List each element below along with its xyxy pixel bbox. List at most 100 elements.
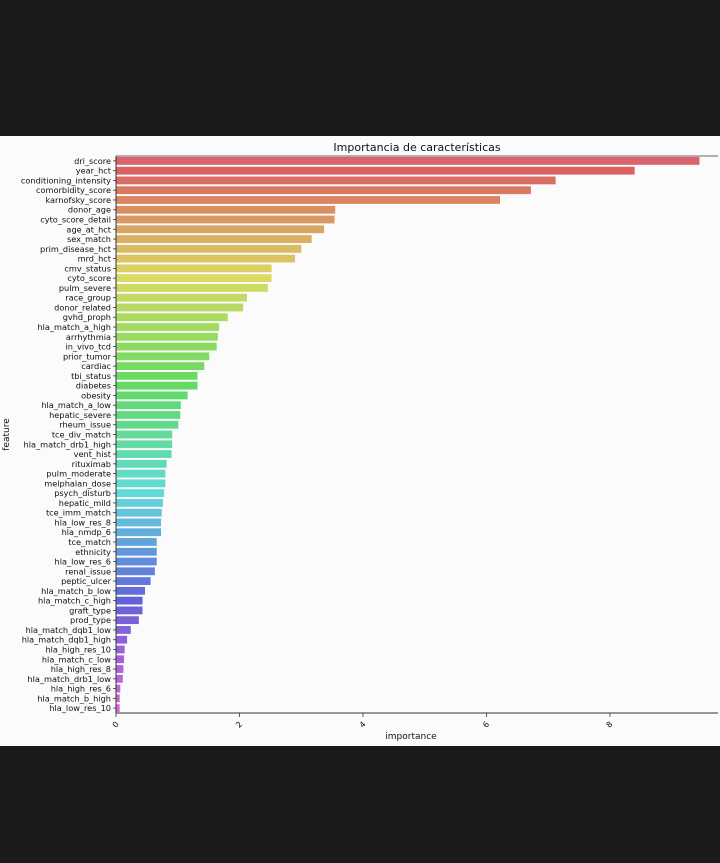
y-tick-label-tce_match: tce_match: [68, 537, 111, 547]
bar-hla_match_b_high: [116, 694, 120, 703]
y-tick-label-hepatic_mild: hepatic_mild: [59, 498, 111, 508]
y-tick-label-hla_high_res_8: hla_high_res_8: [51, 664, 111, 674]
y-tick-label-vent_hist: vent_hist: [74, 449, 112, 459]
y-tick-label-hla_match_c_low: hla_match_c_low: [42, 654, 111, 664]
y-axis-label: feature: [2, 418, 12, 451]
bar-tce_match: [116, 538, 157, 546]
bar-tce_imm_match: [116, 508, 162, 517]
y-tick-label-prior_tumor: prior_tumor: [63, 351, 112, 361]
y-tick-label-hepatic_severe: hepatic_severe: [49, 410, 111, 420]
bar-prod_type: [116, 616, 139, 625]
bar-graft_type: [116, 606, 143, 615]
bar-tce_div_match: [116, 430, 173, 439]
chart-title: Importancia de características: [333, 141, 500, 154]
chart-figure: dri_score year_hct conditioning_intensity c…: [0, 136, 720, 746]
bar-hla_high_res_6: [116, 684, 121, 693]
bar-diabetes: [116, 381, 198, 390]
bar-hla_high_res_10: [116, 645, 125, 654]
y-tick-label-arrhythmia: arrhythmia: [66, 332, 111, 342]
bar-mrd_hct: [116, 254, 296, 263]
feature-importance-chart: dri_scoreyear_hctconditioning_intensityc…: [2, 141, 718, 742]
y-tick-label-rituximab: rituximab: [72, 459, 111, 469]
bar-cardiac: [116, 362, 205, 371]
y-tick-label-mrd_hct: mrd_hct: [78, 254, 112, 264]
x-tick-label-6: 6: [481, 720, 491, 730]
x-ticks: 0 2 4 6 8: [111, 713, 615, 730]
bar-obesity: [116, 391, 188, 400]
y-tick-label-karnofsky_score: karnofsky_score: [45, 195, 111, 205]
bar-hla_match_a_high: [116, 323, 220, 331]
y-tick-label-ethnicity: ethnicity: [75, 547, 111, 557]
bar-vent_hist: [116, 450, 172, 458]
x-tick-label-0: 0: [111, 720, 121, 730]
bar-hla_low_res_8: [116, 518, 162, 527]
y-tick-label-in_vivo_tcd: in_vivo_tcd: [65, 342, 111, 352]
y-tick-label-cyto_score: cyto_score: [67, 273, 111, 283]
y-tick-label-tce_div_match: tce_div_match: [52, 430, 111, 440]
bar-gvhd_proph: [116, 313, 228, 322]
bar-donor_age: [116, 205, 336, 214]
bar-prim_disease_hct: [116, 244, 302, 253]
y-tick-labels: dri_scoreyear_hctconditioning_intensityc…: [21, 156, 112, 713]
y-tick-label-hla_match_dqb1_low: hla_match_dqb1_low: [26, 625, 112, 635]
bar-hla_match_a_low: [116, 401, 181, 410]
bar-tbi_status: [116, 371, 198, 380]
y-tick-label-diabetes: diabetes: [76, 381, 111, 391]
x-tick-label-8: 8: [605, 720, 615, 730]
bar-in_vivo_tcd: [116, 342, 217, 351]
bar-hepatic_severe: [116, 411, 181, 419]
y-tick-label-obesity: obesity: [81, 390, 111, 400]
y-tick-label-hla_low_res_10: hla_low_res_10: [49, 703, 111, 713]
bar-psych_disturb: [116, 489, 165, 498]
y-tick-label-pulm_moderate: pulm_moderate: [46, 469, 111, 479]
bar-rheum_issue: [116, 420, 179, 429]
bar-donor_related: [116, 303, 244, 312]
bar-hla_match_c_high: [116, 596, 143, 605]
bar-hla_match_drb1_low: [116, 674, 123, 683]
bar-race_group: [116, 293, 247, 302]
y-tick-label-melphalan_dose: melphalan_dose: [44, 478, 111, 488]
y-tick-label-graft_type: graft_type: [69, 605, 111, 615]
y-tick-label-gvhd_proph: gvhd_proph: [63, 312, 111, 322]
y-tick-label-sex_match: sex_match: [67, 234, 111, 244]
bar-hla_match_dqb1_high: [116, 635, 128, 644]
bar-pulm_moderate: [116, 469, 166, 478]
bar-hla_match_drb1_high: [116, 440, 173, 449]
y-tick-label-comorbidity_score: comorbidity_score: [36, 185, 111, 195]
bar-hla_nmdp_6: [116, 528, 162, 537]
bar-cyto_score: [116, 274, 272, 283]
y-tick-label-race_group: race_group: [65, 293, 111, 303]
bar-hla_low_res_6: [116, 557, 157, 566]
bar-hla_match_b_low: [116, 586, 146, 595]
bar-peptic_ulcer: [116, 577, 151, 585]
bar-melphalan_dose: [116, 479, 166, 488]
y-tick-label-dri_score: dri_score: [74, 156, 111, 166]
y-tick-label-pulm_severe: pulm_severe: [59, 283, 111, 293]
y-tick-label-donor_related: donor_related: [54, 302, 111, 312]
y-tick-label-hla_low_res_6: hla_low_res_6: [55, 557, 111, 567]
y-tick-label-hla_match_dqb1_high: hla_match_dqb1_high: [22, 635, 111, 645]
y-tick-label-hla_match_b_high: hla_match_b_high: [37, 693, 111, 703]
bar-year_hct: [116, 166, 635, 175]
y-tick-label-hla_low_res_8: hla_low_res_8: [55, 517, 111, 527]
y-tick-label-rheum_issue: rheum_issue: [59, 420, 111, 430]
bar-hla_low_res_10: [116, 704, 120, 713]
x-tick-label-4: 4: [358, 720, 368, 730]
bar-age_at_hct: [116, 225, 325, 234]
y-tick-label-renal_issue: renal_issue: [65, 566, 111, 576]
y-tick-label-year_hct: year_hct: [76, 166, 112, 176]
bar-ethnicity: [116, 547, 157, 556]
y-tick-label-hla_match_b_low: hla_match_b_low: [41, 586, 111, 596]
y-tick-label-tbi_status: tbi_status: [71, 371, 111, 381]
y-tick-label-hla_match_drb1_high: hla_match_drb1_high: [24, 439, 111, 449]
bar-sex_match: [116, 235, 312, 243]
y-tick-label-hla_match_a_high: hla_match_a_high: [37, 322, 111, 332]
y-tick-label-hla_match_a_low: hla_match_a_low: [41, 400, 111, 410]
bar-pulm_severe: [116, 284, 268, 292]
bar-conditioning_intensity: [116, 176, 556, 185]
y-tick-label-prim_disease_hct: prim_disease_hct: [40, 244, 112, 254]
y-tick-label-hla_high_res_6: hla_high_res_6: [51, 684, 111, 694]
bar-karnofsky_score: [116, 196, 501, 204]
y-tick-label-cmv_status: cmv_status: [64, 263, 111, 273]
bar-cyto_score_detail: [116, 215, 335, 224]
